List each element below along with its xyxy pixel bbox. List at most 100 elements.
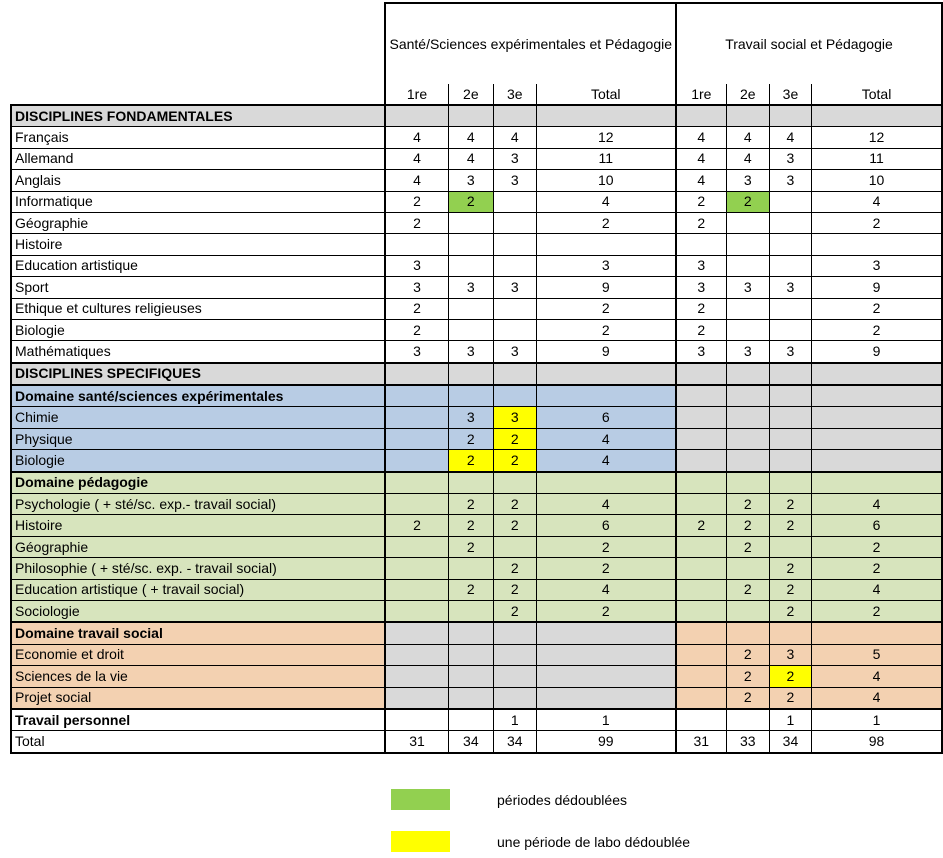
table-row: Physique 2 2 4 [9, 427, 943, 451]
hours-cell: 2 [811, 557, 943, 580]
table-row: Economie et droit 2 3 5 [9, 643, 943, 667]
hours-cell: 2 [725, 535, 770, 559]
table-row: Allemand 4 4 3 11 4 4 3 11 [9, 147, 943, 171]
header-blank [11, 3, 387, 84]
row-label: Travail personnel [9, 707, 387, 732]
table-row: Sciences de la vie 2 2 4 [9, 665, 943, 688]
row-label: Economie et droit [9, 643, 387, 667]
row-label: Informatique [9, 190, 387, 213]
column-header: 3e [768, 84, 813, 106]
table-row: Géographie 2 2 2 2 [9, 211, 943, 235]
row-label: Géographie [9, 535, 387, 559]
hours-cell [674, 361, 727, 386]
hours-cell [725, 707, 770, 732]
hours-cell [811, 384, 943, 408]
hours-cell [447, 643, 495, 667]
table-row: Informatique 2 2 4 2 2 4 [9, 190, 943, 213]
hours-cell: 9 [535, 340, 677, 364]
hours-cell [493, 104, 537, 128]
column-header: 1re [674, 84, 727, 106]
table-row: Géographie 2 2 2 2 [9, 535, 943, 559]
hours-cell [811, 361, 943, 386]
hours-cell: 4 [811, 665, 943, 688]
hours-cell [725, 318, 770, 342]
hours-cell [384, 361, 449, 386]
table-row: Travail personnel 1 1 1 1 [9, 707, 943, 732]
hours-cell: 3 [725, 169, 770, 192]
hours-cell [811, 470, 943, 495]
hours-cell: 2 [535, 599, 677, 623]
hours-cell [768, 384, 813, 408]
hours-cell: 3 [768, 643, 813, 667]
row-label: Physique [9, 427, 387, 451]
hours-cell [384, 493, 449, 516]
hours-cell: 2 [384, 297, 449, 320]
hours-cell [768, 406, 813, 429]
timetable-grid: Santé/Sciences expérimentales et Pédagog… [9, 2, 943, 754]
table-row: Domaine pédagogie [9, 470, 943, 495]
hours-cell: 4 [535, 449, 677, 473]
hours-cell: 2 [447, 427, 495, 451]
hours-cell: 3 [674, 254, 727, 278]
hours-cell: 2 [384, 318, 449, 342]
table-row: Domaine santé/sciences expérimentales [9, 384, 943, 408]
hours-cell: 4 [811, 578, 943, 601]
hours-cell [447, 686, 495, 710]
hours-cell [674, 665, 727, 688]
hours-cell: 4 [535, 578, 677, 601]
column-header: 1re [384, 84, 449, 106]
hours-cell: 3 [535, 254, 677, 278]
hours-cell: 2 [768, 514, 813, 537]
hours-cell: 1 [811, 707, 943, 732]
hours-cell [768, 254, 813, 278]
hours-cell: 2 [725, 643, 770, 667]
hours-cell: 10 [811, 169, 943, 192]
hours-cell: 2 [674, 190, 727, 213]
subheader-blank [11, 84, 387, 106]
hours-cell: 2 [725, 514, 770, 537]
hours-cell: 3 [384, 340, 449, 364]
table-row: Domaine travail social [9, 621, 943, 645]
row-label: Total [9, 730, 387, 754]
hours-cell [674, 686, 727, 710]
hours-cell [384, 621, 449, 645]
hours-cell [768, 318, 813, 342]
hours-cell [535, 665, 677, 688]
hours-cell: 4 [447, 147, 495, 171]
hours-cell [811, 104, 943, 128]
hours-cell: 2 [768, 493, 813, 516]
hours-cell: 9 [535, 276, 677, 299]
hours-cell [493, 665, 537, 688]
column-header: 2e [447, 84, 495, 106]
hours-cell [384, 578, 449, 601]
legend-swatch-yellow [391, 831, 450, 852]
hours-cell: 2 [811, 211, 943, 235]
hours-cell [493, 470, 537, 495]
hours-cell: 4 [768, 126, 813, 149]
hours-cell [535, 621, 677, 645]
hours-cell: 2 [493, 449, 537, 473]
hours-cell [674, 643, 727, 667]
hours-cell [725, 449, 770, 473]
hours-cell [768, 470, 813, 495]
hours-cell: 10 [535, 169, 677, 192]
row-label: Psychologie ( + sté/sc. exp.- travail so… [9, 493, 387, 516]
row-label: Géographie [9, 211, 387, 235]
hours-cell: 3 [493, 276, 537, 299]
hours-cell: 3 [447, 276, 495, 299]
hours-cell: 3 [493, 147, 537, 171]
hours-cell [493, 384, 537, 408]
hours-cell: 3 [674, 340, 727, 364]
hours-cell [725, 254, 770, 278]
row-label: Mathématiques [9, 340, 387, 364]
hours-cell [725, 557, 770, 580]
hours-cell [384, 557, 449, 580]
row-label: Projet social [9, 686, 387, 710]
hours-cell: 4 [725, 126, 770, 149]
hours-cell [768, 621, 813, 645]
row-label: Sciences de la vie [9, 665, 387, 688]
hours-cell: 4 [535, 427, 677, 451]
column-header: 2e [725, 84, 770, 106]
hours-cell: 4 [674, 169, 727, 192]
table-row: Chimie 3 3 6 [9, 406, 943, 429]
